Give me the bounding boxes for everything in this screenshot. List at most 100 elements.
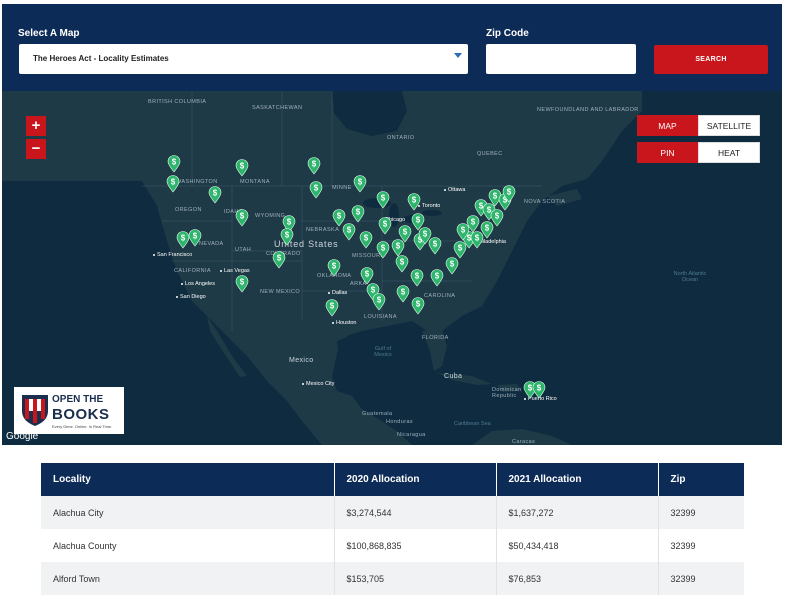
label-british-columbia: BRITISH COLUMBIA [148, 99, 207, 105]
map-pin-icon[interactable]: $ [466, 215, 480, 233]
svg-text:$: $ [287, 218, 292, 227]
map-pin-icon[interactable]: $ [445, 257, 459, 275]
svg-text:$: $ [358, 178, 363, 187]
cell-2021-allocation: $76,853 [496, 562, 659, 595]
svg-text:$: $ [383, 220, 388, 229]
map-pin-icon[interactable]: $ [418, 227, 432, 245]
map-pin-icon[interactable]: $ [342, 223, 356, 241]
map-pin-icon[interactable]: $ [376, 191, 390, 209]
map-pin-icon[interactable]: $ [309, 181, 323, 199]
map-pin-icon[interactable]: $ [480, 221, 494, 239]
view-mode-heat-button[interactable]: HEAT [698, 142, 760, 163]
table-header-row: Locality 2020 Allocation 2021 Allocation… [41, 463, 744, 496]
label-oregon: OREGON [175, 207, 202, 213]
map-pin-icon[interactable]: $ [360, 267, 374, 285]
label-ontario: ONTARIO [387, 135, 415, 141]
svg-text:$: $ [181, 234, 186, 243]
map-pin-icon[interactable]: $ [167, 155, 181, 173]
map-pin-icon[interactable]: $ [235, 275, 249, 293]
map-pin-icon[interactable]: $ [208, 186, 222, 204]
map-pin-icon[interactable]: $ [272, 251, 286, 269]
map-pin-icon[interactable]: $ [280, 228, 294, 246]
map-pin-icon[interactable]: $ [407, 193, 421, 211]
map-pin-icon[interactable]: $ [396, 285, 410, 303]
map-pin-icon[interactable]: $ [470, 231, 484, 249]
city-ottawa: Ottawa [443, 187, 466, 193]
label-nevada: NEVADA [199, 241, 224, 247]
label-washington: WASHINGTON [176, 179, 218, 185]
label-california: CALIFORNIA [174, 268, 212, 274]
label-florida: FLORIDA [422, 335, 449, 341]
map-pin-icon[interactable]: $ [430, 269, 444, 287]
header-locality[interactable]: Locality [41, 463, 335, 496]
svg-text:$: $ [240, 162, 245, 171]
map-pin-icon[interactable]: $ [332, 209, 346, 227]
cell-locality: Alford Town [41, 562, 335, 595]
svg-text:$: $ [381, 194, 386, 203]
map-pin-icon[interactable]: $ [502, 185, 516, 203]
cell-2020-allocation: $153,705 [334, 562, 497, 595]
map-pin-icon[interactable]: $ [188, 229, 202, 247]
svg-text:$: $ [371, 286, 376, 295]
header-2020-allocation[interactable]: 2020 Allocation [334, 463, 497, 496]
map-pin-icon[interactable]: $ [235, 159, 249, 177]
map-pin-icon[interactable]: $ [411, 213, 425, 231]
cell-zip: 32399 [658, 496, 744, 529]
map-type-map-button[interactable]: MAP [637, 115, 698, 136]
label-louisiana: LOUISIANA [364, 314, 397, 320]
map-pin-icon[interactable]: $ [398, 225, 412, 243]
svg-text:$: $ [401, 288, 406, 297]
map-pin-icon[interactable]: $ [411, 297, 425, 315]
map-pin-icon[interactable]: $ [453, 241, 467, 259]
svg-text:$: $ [337, 212, 342, 221]
svg-text:$: $ [193, 232, 198, 241]
svg-text:$: $ [396, 242, 401, 251]
label-wyoming: WYOMING [255, 213, 286, 219]
cell-2020-allocation: $100,868,835 [334, 529, 497, 562]
label-minnesota: MINNE [332, 185, 352, 191]
map-pin-icon[interactable]: $ [166, 175, 180, 193]
svg-text:$: $ [172, 158, 177, 167]
svg-text:$: $ [416, 216, 421, 225]
svg-text:$: $ [461, 226, 466, 235]
city-las-vegas: Las Vegas [220, 268, 250, 274]
svg-text:$: $ [467, 234, 472, 243]
map-pin-icon[interactable]: $ [410, 269, 424, 287]
search-button[interactable]: SEARCH [654, 45, 768, 74]
map-pin-icon[interactable]: $ [327, 259, 341, 277]
map-pin-icon[interactable]: $ [532, 381, 546, 399]
label-united-states: United States [274, 239, 339, 249]
map-pin-icon[interactable]: $ [353, 175, 367, 193]
svg-text:$: $ [458, 244, 463, 253]
zoom-out-button[interactable]: − [26, 139, 46, 159]
map-pin-icon[interactable]: $ [235, 209, 249, 227]
zoom-in-button[interactable]: + [26, 116, 46, 136]
map-pin-icon[interactable]: $ [391, 239, 405, 257]
svg-text:$: $ [433, 240, 438, 249]
map-pin-icon[interactable]: $ [176, 231, 190, 249]
map-pin-icon[interactable]: $ [395, 255, 409, 273]
view-mode-pin-button[interactable]: PIN [637, 142, 698, 163]
map-pin-icon[interactable]: $ [307, 157, 321, 175]
map-pin-icon[interactable]: $ [376, 241, 390, 259]
map-pin-icon[interactable]: $ [428, 237, 442, 255]
cell-locality: Alachua City [41, 496, 335, 529]
header-zip[interactable]: Zip [658, 463, 744, 496]
map-select-dropdown[interactable]: The Heroes Act - Locality Estimates [19, 44, 468, 74]
map-type-satellite-button[interactable]: SATELLITE [698, 115, 760, 136]
map-pin-icon[interactable]: $ [351, 205, 365, 223]
table-row: Alachua City $3,274,544 $1,637,272 32399 [41, 496, 744, 529]
map-view[interactable]: BRITISH COLUMBIA SASKATCHEWAN NEWFOUNDLA… [2, 91, 782, 445]
map-pin-icon[interactable]: $ [372, 293, 386, 311]
svg-text:$: $ [364, 234, 369, 243]
map-pin-icon[interactable]: $ [325, 299, 339, 317]
map-pin-icon[interactable]: $ [378, 217, 392, 235]
map-pin-icon[interactable]: $ [282, 215, 296, 233]
zip-code-input[interactable] [486, 44, 636, 74]
map-pin-icon[interactable]: $ [490, 209, 504, 227]
map-pin-icon[interactable]: $ [456, 223, 470, 241]
table-row: Alford Town $153,705 $76,853 32399 [41, 562, 744, 595]
city-mexico-city: Mexico City [301, 381, 335, 387]
header-2021-allocation[interactable]: 2021 Allocation [496, 463, 659, 496]
map-pin-icon[interactable]: $ [359, 231, 373, 249]
